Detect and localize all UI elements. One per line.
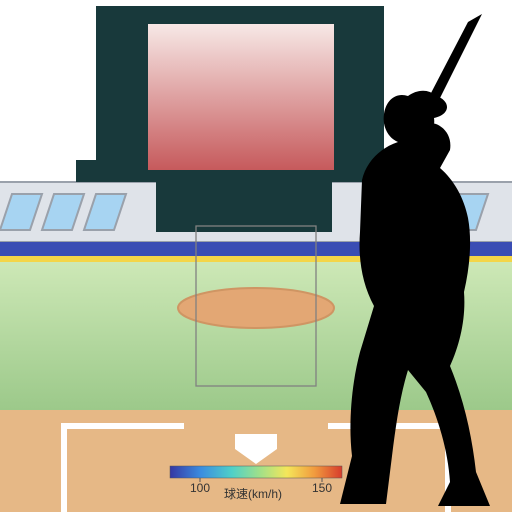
pitchers-mound	[178, 288, 334, 328]
legend-tick-label: 150	[312, 481, 332, 495]
legend-label: 球速(km/h)	[224, 487, 282, 501]
scoreboard-neck	[156, 182, 332, 232]
pitch-chart: 100 150 球速(km/h)	[0, 0, 512, 512]
scoreboard-wing-left	[76, 160, 96, 182]
scoreboard-screen	[148, 24, 334, 170]
legend-tick-label: 100	[190, 481, 210, 495]
legend-colorbar	[170, 466, 342, 478]
scene-svg: 100 150 球速(km/h)	[0, 0, 512, 512]
